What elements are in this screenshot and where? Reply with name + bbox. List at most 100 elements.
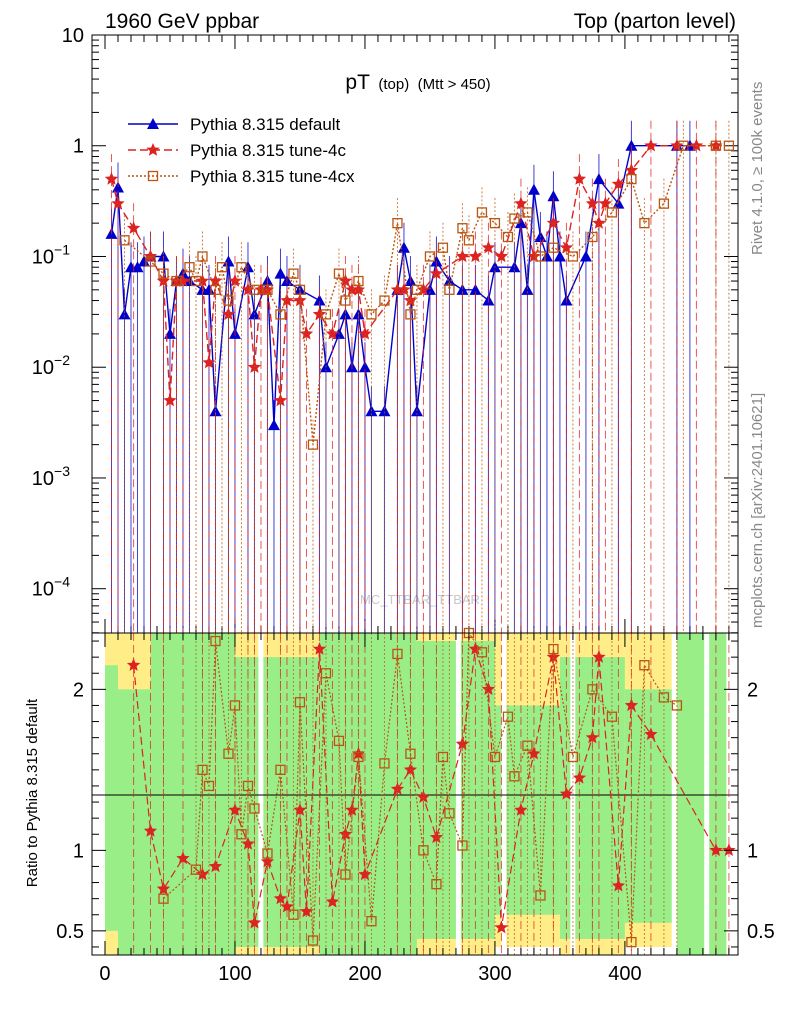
ratio-point [592,650,606,663]
data-point [626,173,637,185]
band-inner [676,633,727,955]
data-point [535,251,546,262]
data-point [710,140,722,151]
data-point [221,307,236,320]
main-plot-frame [91,34,739,634]
rivet-label: Rivet 4.1.0, ≥ 100k events [749,82,766,255]
data-point [476,207,488,218]
ratio-point [567,751,579,763]
data-point [126,221,141,234]
data-point [723,140,735,151]
legend: Pythia 8.315 default Pythia 8.315 tune-4c… [128,115,355,186]
data-point [236,262,247,273]
series-1 [104,120,723,633]
data-point [208,274,223,287]
ratio-point [223,748,234,759]
band-inner [104,665,118,931]
data-point [320,309,332,320]
data-point [119,235,130,246]
ratio-point [444,808,455,819]
legend-entry: Pythia 8.315 tune-4c [128,141,346,160]
title-cut: (Mtt > 450) [418,76,491,93]
ratio-point [671,700,683,711]
ratio-point [546,650,561,663]
xtick-label: 0 [99,963,110,985]
data-point [137,255,150,267]
data-point [546,216,561,229]
ratio-point [431,879,442,890]
ratio-point [307,935,319,946]
ratio-point [249,803,260,814]
data-point [104,172,119,185]
ratio-point [494,920,509,934]
data-point [145,256,156,267]
data-point [111,196,125,210]
ratio-point [333,735,345,747]
ratio-point [229,700,241,711]
data-point [275,309,286,320]
ratio-point [535,890,546,901]
main-series-layer [104,120,735,633]
data-point [312,307,327,320]
x-axis: 0 100 200 300 400 [99,633,730,985]
data-point [606,207,618,218]
data-point [457,223,468,234]
ratio-point [416,790,431,803]
data-point [611,177,626,190]
header-energy: 1960 GeV ppbar [105,10,259,33]
ratio-point [288,909,299,920]
data-point [469,283,482,295]
data-point [202,355,216,369]
data-point [540,250,553,262]
data-point [184,262,195,273]
data-point [444,284,455,295]
ratio-point [176,851,190,865]
data-point [339,308,352,320]
header-process: Top (parton level) [574,10,736,33]
data-point [547,190,560,202]
band-gap [501,634,507,954]
ratio-point [548,643,559,655]
series-line [124,145,729,445]
legend-entry: Pythia 8.315 tune-4cx [128,167,355,186]
data-point [429,266,444,280]
legend-label: Pythia 8.315 default [190,115,341,134]
ratio-point [366,916,377,927]
ratio-point [522,740,533,751]
data-point [572,172,587,185]
ratio-point [358,867,372,881]
ratio-point [190,864,202,875]
ratio-point [294,697,306,708]
plot-title: pT (top) (Mtt > 450) [345,71,490,94]
legend-label: Pythia 8.315 tune-4cx [190,167,355,186]
band-gap [455,634,461,954]
data-point [293,293,307,307]
data-point [587,231,598,243]
band-inner [319,633,417,955]
ratio-line [133,648,729,928]
band-gap [671,634,677,954]
data-point [424,251,436,262]
band-gap [258,634,264,954]
data-point [527,249,541,263]
ratio-point [509,771,520,782]
data-point [313,294,326,306]
ratio-point [345,803,359,816]
ratio-point [210,635,221,647]
ratio-point [587,684,598,695]
data-point [294,284,306,295]
data-point [299,326,314,340]
main-ytick-label: 10 [62,25,84,47]
ratio-ytick-label-right: 0.5 [747,921,775,943]
data-point [397,241,410,253]
ratio-point [260,854,275,868]
data-point [592,216,606,229]
main-ytick-label: 10−4 [32,574,70,601]
ratio-point [644,727,658,741]
data-point [171,275,182,287]
ratio-point [624,698,639,712]
data-point [157,250,170,262]
ratio-point [312,642,327,655]
ratio-point [502,711,514,722]
ratio-point [514,803,528,816]
